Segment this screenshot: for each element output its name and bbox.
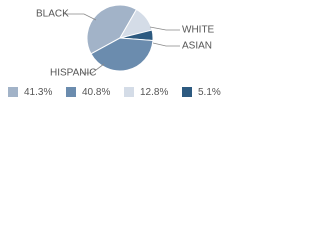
pie-slice [90,37,154,72]
pie-slice [86,4,138,55]
leader-line [80,63,105,74]
leader-line [149,26,180,31]
legend: 41.3% 40.8% 12.8% 5.1% [8,87,221,98]
legend-label: 40.8% [82,87,110,98]
slice-label: ASIAN [182,41,212,52]
pie [86,4,154,72]
legend-swatch [182,87,192,97]
leader-line [64,13,97,21]
legend-label: 41.3% [24,87,52,98]
legend-swatch [8,87,18,97]
legend-label: 5.1% [198,87,221,98]
legend-swatch [66,87,76,97]
slice-label: HISPANIC [50,68,97,79]
slice-label: WHITE [182,25,215,36]
legend-label: 12.8% [140,87,168,98]
legend-swatch [124,87,134,97]
slice-label: BLACK [36,9,69,20]
leader-line [152,42,180,47]
chart: BLACK HISPANIC WHITE ASIAN 41.3% 40.8% 12.… [8,4,221,98]
